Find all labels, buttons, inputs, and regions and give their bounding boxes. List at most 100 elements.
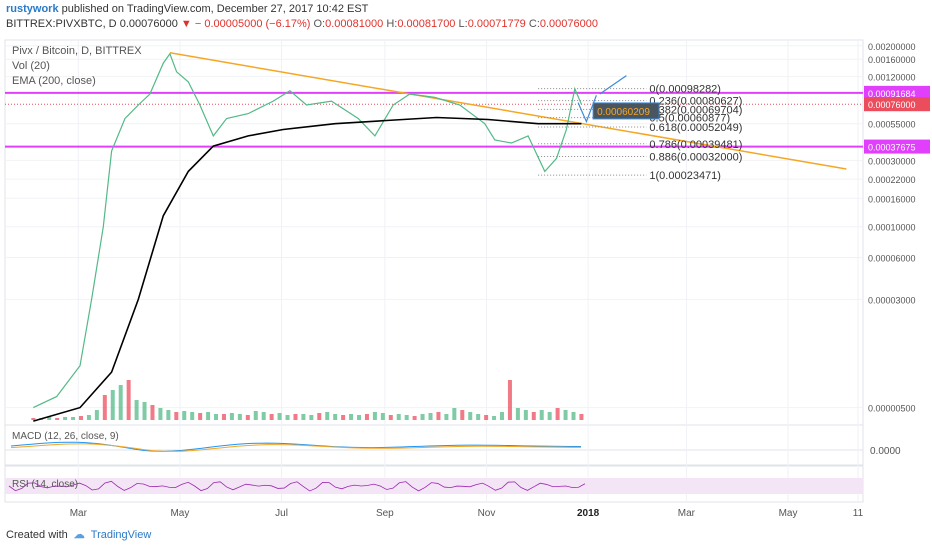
- fib-label: 0(0.00098282): [649, 84, 721, 96]
- low-label: L:: [458, 18, 468, 30]
- main-pane-border: [4, 39, 864, 451]
- volume-bar: [166, 410, 171, 420]
- volume-bar: [245, 415, 250, 420]
- volume-bar: [341, 415, 346, 420]
- volume-bar: [388, 415, 393, 420]
- volume-bar: [158, 408, 163, 420]
- footer: Created with ☁ TradingView: [6, 528, 152, 542]
- volume-bar: [214, 414, 219, 420]
- volume-bar: [579, 414, 584, 420]
- volume-bar: [492, 416, 497, 420]
- volume-bar: [63, 417, 68, 420]
- chart-legend: Pivx / Bitcoin, D, BITTREX Vol (20) EMA …: [12, 45, 901, 490]
- ema-series: [33, 116, 582, 422]
- volume-bar: [198, 413, 203, 420]
- price-label-box: [864, 139, 930, 154]
- volume-bar: [142, 402, 147, 420]
- volume-bar: [571, 412, 576, 420]
- macd-indicator: [10, 441, 582, 452]
- volume-bar: [364, 414, 369, 420]
- volume-bar: [547, 412, 552, 420]
- header-line-2: BITTREX:PIVXBTC, D 0.00076000 ▼ − 0.0000…: [6, 18, 598, 30]
- macd-value: 0.0000: [870, 446, 901, 457]
- y-tick-label: 0.00006000: [868, 254, 916, 264]
- volume-bar: [404, 415, 409, 420]
- y-tick-label: 0.00076000: [868, 100, 916, 110]
- volume-bar: [563, 410, 568, 420]
- volume-bar: [444, 414, 449, 420]
- volume-bar: [118, 385, 123, 420]
- x-tick-label: Jul: [275, 508, 288, 519]
- volume-bar: [134, 400, 139, 420]
- macd-label: MACD (12, 26, close, 9): [12, 431, 119, 442]
- volume-bar: [237, 414, 242, 420]
- volume-bar: [150, 405, 155, 420]
- y-tick-label: 0.00055000: [868, 120, 916, 130]
- volume-bar: [309, 415, 314, 420]
- price-chart[interactable]: 0(0.00098282)0.236(0.00080627)0.382(0.00…: [0, 34, 932, 520]
- volume-bar: [372, 412, 377, 420]
- y-tick-label: 0.00016000: [868, 194, 916, 204]
- volume-bar: [301, 414, 306, 420]
- rsi-line: [8, 480, 586, 492]
- volume-bar: [523, 410, 528, 420]
- volume-bar: [102, 395, 107, 420]
- y-tick-label: 0.00000500: [868, 404, 916, 414]
- volume-bar: [460, 410, 465, 420]
- projection-arrow: [599, 75, 627, 95]
- volume-bar: [539, 410, 544, 420]
- tradingview-brand[interactable]: TradingView: [90, 528, 152, 541]
- volume-bar: [55, 418, 60, 420]
- volume-bar: [277, 413, 282, 420]
- volume-bar: [428, 413, 433, 420]
- down-triangle-icon: ▼: [180, 18, 192, 30]
- macd-pane-border: [4, 424, 864, 466]
- signal-line: [10, 443, 582, 452]
- rsi-indicator: [5, 478, 863, 494]
- fib-label: 0.382(0.00069704): [649, 104, 742, 116]
- x-tick-label: May: [170, 508, 189, 519]
- y-tick-label: 0.00091684: [868, 89, 916, 99]
- legend-title: Pivx / Bitcoin, D, BITTREX: [12, 45, 142, 57]
- y-tick-label: 0.00010000: [868, 223, 916, 233]
- high-label: H:: [386, 18, 398, 30]
- rsi-label: RSI (14, close): [12, 479, 78, 490]
- tradingview-logo-icon: ☁: [73, 529, 85, 541]
- price-series: [33, 52, 582, 409]
- volume-bar: [555, 408, 560, 420]
- volume-bar: [412, 416, 417, 420]
- volume-bar: [531, 412, 536, 420]
- y-tick-label: 0.00200000: [868, 42, 916, 52]
- volume-bar: [221, 414, 226, 420]
- fib-label: 0.786(0.00039481): [649, 139, 742, 151]
- volume-bar: [285, 415, 290, 420]
- y-tick-label: 0.00030000: [868, 156, 916, 166]
- author-name[interactable]: rustywork: [6, 3, 59, 15]
- volume-bar: [206, 412, 211, 420]
- volume-bar: [396, 414, 401, 420]
- time-axis[interactable]: Mar May Jul Sep Nov 2018 Mar May 11: [70, 508, 864, 519]
- price-label-box: [864, 85, 930, 100]
- fibonacci-levels: 0(0.00098282)0.236(0.00080627)0.382(0.00…: [538, 84, 742, 182]
- y-tick-label: 0.00022000: [868, 175, 916, 185]
- volume-bar: [78, 416, 83, 420]
- volume-bar: [110, 390, 115, 420]
- y-tick-label: 0.00037675: [868, 143, 916, 153]
- volume-bar: [325, 412, 330, 420]
- header-line-1: rustywork published on TradingView.com, …: [6, 3, 368, 15]
- high-value: 0.00081700: [397, 18, 456, 30]
- projection-arrow: [577, 95, 597, 124]
- symbol: BITTREX:PIVXBTC, D: [6, 18, 117, 30]
- price-label-box: [864, 97, 930, 112]
- volume-bar: [515, 408, 520, 420]
- x-tick-label: Sep: [376, 508, 394, 519]
- fib-label: 0.886(0.00032000): [649, 151, 742, 163]
- price-axis[interactable]: 0.00200000 0.00160000 0.00120000 0.00091684…: [864, 42, 930, 414]
- legend-ema: EMA (200, close): [12, 75, 96, 87]
- close-label: C:: [528, 18, 540, 30]
- volume-bar: [420, 414, 425, 420]
- volume-bar: [380, 413, 385, 420]
- open-value: 0.00081000: [325, 18, 384, 30]
- volume-bar: [31, 418, 36, 420]
- projection-arrows: [577, 75, 627, 124]
